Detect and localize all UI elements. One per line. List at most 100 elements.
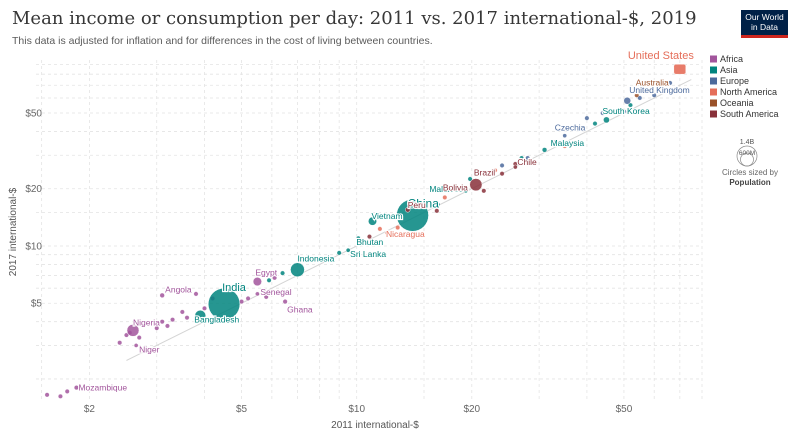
data-point[interactable] — [345, 247, 351, 253]
data-point[interactable] — [280, 270, 285, 276]
data-point[interactable] — [541, 147, 548, 153]
data-point[interactable] — [384, 230, 390, 236]
legend-label[interactable]: Asia — [720, 65, 738, 75]
data-point[interactable] — [355, 235, 361, 241]
data-point[interactable] — [442, 195, 448, 200]
data-point[interactable] — [73, 385, 80, 391]
data-point[interactable] — [525, 155, 531, 161]
data-point[interactable] — [395, 225, 401, 230]
legend-label[interactable]: Africa — [720, 54, 743, 64]
data-point[interactable] — [133, 343, 139, 348]
data-point[interactable] — [282, 299, 288, 305]
data-point[interactable] — [367, 234, 372, 239]
data-point[interactable] — [58, 394, 63, 399]
data-point[interactable] — [467, 176, 473, 182]
data-point[interactable] — [562, 133, 568, 139]
data-point[interactable] — [562, 143, 568, 149]
owid-logo[interactable]: Our World in Data — [741, 10, 788, 38]
legend-swatch[interactable] — [710, 55, 717, 63]
size-legend-caption-1: Circles sized by — [722, 168, 778, 177]
data-point[interactable] — [463, 188, 469, 194]
data-point[interactable] — [435, 202, 441, 207]
data-point[interactable] — [255, 291, 260, 297]
data-point[interactable] — [44, 392, 50, 398]
logo-line-1: Our World — [745, 12, 784, 22]
data-point[interactable] — [368, 216, 377, 226]
data-point[interactable] — [377, 226, 383, 232]
point-label: Peru — [408, 200, 426, 210]
data-point[interactable] — [439, 186, 445, 192]
data-point[interactable] — [202, 306, 207, 311]
data-point[interactable] — [651, 92, 657, 98]
data-point[interactable] — [519, 155, 524, 161]
data-point[interactable] — [499, 163, 505, 168]
data-point[interactable] — [552, 140, 558, 145]
data-point[interactable] — [592, 121, 598, 126]
data-point[interactable] — [456, 187, 462, 192]
data-point[interactable] — [603, 116, 610, 124]
data-point[interactable] — [154, 325, 160, 331]
legend-swatch[interactable] — [710, 99, 717, 107]
data-point[interactable] — [600, 110, 606, 116]
data-point[interactable] — [513, 164, 518, 170]
legend-swatch[interactable] — [710, 77, 717, 85]
legend-label[interactable]: South America — [720, 109, 779, 119]
legend-swatch[interactable] — [710, 88, 717, 96]
data-point[interactable] — [405, 207, 411, 213]
y-axis-label: 2017 international-$ — [8, 187, 19, 276]
data-point[interactable] — [623, 97, 631, 105]
point-label: Vietnam — [372, 211, 403, 221]
point-label: Niger — [139, 344, 159, 354]
data-point[interactable] — [481, 188, 487, 194]
data-point[interactable] — [584, 115, 590, 121]
point-label: United Kingdom — [629, 85, 689, 95]
data-point[interactable] — [290, 262, 305, 278]
data-point[interactable] — [628, 102, 633, 108]
legend-swatch[interactable] — [710, 110, 717, 118]
data-point[interactable] — [124, 332, 129, 338]
data-point[interactable] — [117, 340, 123, 346]
data-point[interactable] — [272, 275, 277, 281]
data-point[interactable] — [492, 167, 498, 173]
legend-swatch[interactable] — [710, 66, 717, 74]
data-point[interactable] — [499, 171, 505, 177]
size-legend-large-label: 1.4B — [740, 139, 755, 146]
x-tick-label: $10 — [348, 404, 365, 415]
data-point[interactable] — [165, 323, 170, 329]
data-point[interactable] — [126, 324, 140, 337]
data-point[interactable] — [673, 63, 687, 75]
legend-label[interactable]: North America — [720, 87, 777, 97]
data-point[interactable] — [136, 335, 142, 340]
data-point[interactable] — [396, 199, 429, 232]
data-point[interactable] — [434, 208, 440, 214]
data-point[interactable] — [194, 309, 207, 322]
size-legend-small-label: 600M — [739, 150, 755, 157]
data-point[interactable] — [184, 315, 190, 320]
data-point[interactable] — [336, 250, 342, 256]
data-point[interactable] — [266, 277, 272, 283]
data-point[interactable] — [170, 317, 175, 322]
data-point[interactable] — [637, 95, 643, 101]
data-point[interactable] — [469, 178, 483, 192]
data-point[interactable] — [179, 309, 185, 315]
data-point[interactable] — [621, 109, 627, 114]
point-label: Australia — [636, 77, 669, 87]
data-point[interactable] — [643, 88, 649, 94]
data-point[interactable] — [193, 291, 199, 297]
legend-label[interactable]: Oceania — [720, 98, 754, 108]
data-point[interactable] — [64, 389, 70, 394]
data-point[interactable] — [634, 92, 640, 98]
data-point[interactable] — [252, 277, 262, 287]
x-tick-label: $2 — [84, 404, 96, 415]
data-point[interactable] — [207, 287, 241, 321]
data-point[interactable] — [245, 296, 251, 301]
point-label: Indonesia — [297, 254, 334, 264]
data-point[interactable] — [667, 80, 673, 86]
data-point[interactable] — [263, 294, 269, 300]
data-point[interactable] — [159, 292, 165, 299]
legend-label[interactable]: Europe — [720, 76, 749, 86]
data-point[interactable] — [159, 319, 165, 325]
point-label: Bhutan — [356, 237, 383, 247]
point-label: India — [222, 282, 247, 294]
point-label: Bangladesh — [194, 315, 239, 325]
